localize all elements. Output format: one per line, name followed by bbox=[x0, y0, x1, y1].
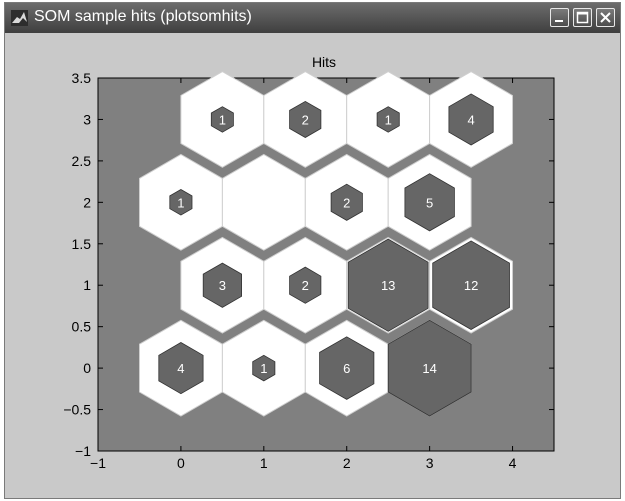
x-tick-label: 1 bbox=[260, 455, 268, 471]
x-tick-label: 2 bbox=[343, 455, 351, 471]
hit-hex bbox=[330, 183, 363, 221]
hit-hex bbox=[252, 354, 276, 382]
maximize-icon bbox=[576, 11, 589, 24]
hit-count-label: 2 bbox=[302, 278, 309, 293]
y-tick-label: 2 bbox=[83, 194, 91, 210]
hit-count-label: 4 bbox=[177, 361, 184, 376]
hit-hex bbox=[376, 106, 400, 133]
close-button[interactable] bbox=[596, 8, 615, 27]
hit-hex bbox=[319, 336, 375, 400]
hit-count-label: 4 bbox=[467, 112, 474, 127]
maximize-button[interactable] bbox=[573, 8, 592, 27]
hit-hex bbox=[289, 100, 322, 138]
y-tick-label: −1 bbox=[75, 443, 91, 459]
hit-count-label: 14 bbox=[422, 361, 436, 376]
hit-hex bbox=[169, 189, 193, 216]
hit-count-label: 6 bbox=[343, 361, 350, 376]
hit-hex bbox=[347, 238, 429, 332]
matlab-logo-icon bbox=[11, 10, 28, 26]
hit-count-label: 3 bbox=[219, 278, 226, 293]
x-tick-label: 0 bbox=[177, 455, 185, 471]
chart-title: Hits bbox=[312, 54, 336, 70]
hit-count-label: 2 bbox=[343, 195, 350, 210]
hit-hex bbox=[289, 266, 322, 304]
hit-hex bbox=[404, 173, 455, 232]
hit-hex bbox=[202, 262, 243, 308]
title-bar[interactable]: SOM sample hits (plotsomhits) bbox=[5, 3, 620, 33]
minimize-button[interactable] bbox=[550, 8, 569, 27]
y-tick-label: −0.5 bbox=[63, 402, 91, 418]
minimize-icon bbox=[555, 20, 563, 22]
x-tick-label: 4 bbox=[509, 455, 517, 471]
y-tick-label: 3 bbox=[83, 111, 91, 127]
hit-hex bbox=[210, 106, 234, 133]
hit-hex bbox=[432, 240, 510, 330]
hit-count-label: 1 bbox=[260, 361, 267, 376]
y-tick-label: 1 bbox=[83, 277, 91, 293]
y-tick-label: 0.5 bbox=[72, 319, 92, 335]
hit-hex bbox=[158, 342, 204, 395]
hit-count-label: 1 bbox=[177, 195, 184, 210]
hit-count-label: 1 bbox=[385, 112, 392, 127]
y-tick-label: 3.5 bbox=[72, 70, 92, 86]
x-tick-label: 3 bbox=[426, 455, 434, 471]
hits-chart: Hits 4 1 6 143 2 13 121 2 51 2 1 4 −1 0 1 2 3 4−1−0.500.… bbox=[63, 54, 555, 471]
y-tick-label: 0 bbox=[83, 360, 91, 376]
hit-count-label: 12 bbox=[464, 278, 478, 293]
y-tick-label: 2.5 bbox=[72, 153, 92, 169]
hit-count-label: 5 bbox=[426, 195, 433, 210]
hit-count-label: 13 bbox=[381, 278, 395, 293]
y-tick-label: 1.5 bbox=[72, 236, 92, 252]
figure-window: SOM sample hits (plotsomhits) Hits 4 1 6 14… bbox=[4, 2, 621, 499]
window-title: SOM sample hits (plotsomhits) bbox=[34, 8, 252, 25]
close-icon bbox=[600, 12, 611, 23]
hit-count-label: 1 bbox=[219, 112, 226, 127]
hit-hex bbox=[387, 319, 472, 417]
x-tick-label: −1 bbox=[90, 455, 106, 471]
hit-count-label: 2 bbox=[302, 112, 309, 127]
hit-hex bbox=[448, 93, 494, 146]
